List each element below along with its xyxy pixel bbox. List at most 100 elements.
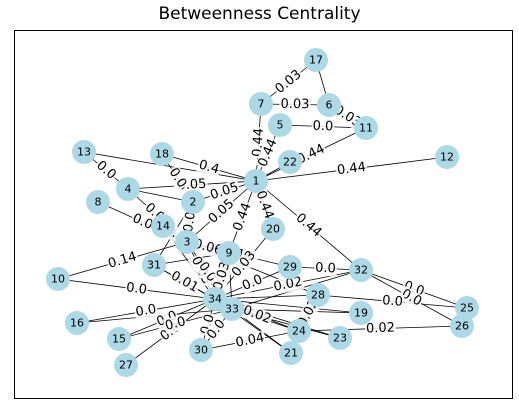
node-13[interactable]: 13 bbox=[72, 140, 96, 164]
node-circle-20[interactable] bbox=[261, 217, 285, 241]
node-label-31: 31 bbox=[147, 259, 161, 272]
node-circle-32[interactable] bbox=[349, 258, 373, 282]
node-circle-5[interactable] bbox=[268, 113, 292, 137]
edge-label-29-34: 0.0 bbox=[240, 272, 265, 294]
edge-label-1-12: 0.44 bbox=[336, 160, 367, 178]
node-6[interactable]: 6 bbox=[317, 93, 341, 117]
edge-label-bg-2-3 bbox=[180, 209, 200, 235]
edge-label-bg-33-30 bbox=[203, 315, 230, 344]
node-circle-16[interactable] bbox=[65, 311, 89, 335]
edge-label-bg-31-34 bbox=[167, 267, 202, 297]
edge-label-bg-32-34 bbox=[271, 274, 305, 295]
node-circle-7[interactable] bbox=[249, 92, 273, 116]
node-circle-30[interactable] bbox=[189, 338, 213, 362]
node-32[interactable]: 32 bbox=[349, 258, 373, 282]
edge-label-32-29: 0.0 bbox=[315, 261, 336, 277]
node-21[interactable]: 21 bbox=[279, 341, 303, 365]
node-circle-19[interactable] bbox=[349, 301, 373, 325]
node-25[interactable]: 25 bbox=[455, 296, 479, 320]
node-10[interactable]: 10 bbox=[46, 267, 70, 291]
node-circle-12[interactable] bbox=[435, 145, 459, 169]
node-circle-4[interactable] bbox=[116, 177, 140, 201]
node-label-2: 2 bbox=[190, 196, 197, 209]
node-circle-18[interactable] bbox=[150, 142, 174, 166]
node-30[interactable]: 30 bbox=[189, 338, 213, 362]
node-16[interactable]: 16 bbox=[65, 311, 89, 335]
node-11[interactable]: 11 bbox=[354, 116, 378, 140]
node-circle-24[interactable] bbox=[287, 319, 311, 343]
edge-label-bg-1-3 bbox=[204, 195, 239, 228]
node-label-1: 1 bbox=[253, 175, 260, 188]
node-label-13: 13 bbox=[77, 146, 91, 159]
node-circle-23[interactable] bbox=[328, 326, 352, 350]
node-label-21: 21 bbox=[284, 347, 298, 360]
node-31[interactable]: 31 bbox=[142, 253, 166, 277]
edge-label-16-34: 0.0 bbox=[135, 302, 158, 320]
node-circle-13[interactable] bbox=[72, 140, 96, 164]
node-9[interactable]: 9 bbox=[217, 241, 241, 265]
edge-label-group-32-34: 0.02 bbox=[271, 274, 305, 295]
edge-label-group-30-24: 0.04 bbox=[233, 330, 267, 351]
node-circle-29[interactable] bbox=[278, 255, 302, 279]
edge-label-bg-1-12 bbox=[335, 159, 368, 179]
edge-label-bg-1-9 bbox=[230, 199, 255, 235]
node-circle-2[interactable] bbox=[181, 190, 205, 214]
node-circle-22[interactable] bbox=[278, 150, 302, 174]
node-7[interactable]: 7 bbox=[249, 92, 273, 116]
node-22[interactable]: 22 bbox=[278, 150, 302, 174]
node-circle-15[interactable] bbox=[107, 327, 131, 351]
node-circle-3[interactable] bbox=[175, 230, 199, 254]
node-23[interactable]: 23 bbox=[328, 326, 352, 350]
node-34[interactable]: 34 bbox=[203, 287, 227, 311]
node-circle-8[interactable] bbox=[86, 190, 110, 214]
node-circle-14[interactable] bbox=[151, 214, 175, 238]
edge-label-bg-1-20 bbox=[252, 187, 277, 223]
node-28[interactable]: 28 bbox=[306, 283, 330, 307]
node-circle-25[interactable] bbox=[455, 296, 479, 320]
node-24[interactable]: 24 bbox=[287, 319, 311, 343]
node-8[interactable]: 8 bbox=[86, 190, 110, 214]
node-circle-6[interactable] bbox=[317, 93, 341, 117]
node-15[interactable]: 15 bbox=[107, 327, 131, 351]
node-4[interactable]: 4 bbox=[116, 177, 140, 201]
node-17[interactable]: 17 bbox=[304, 48, 328, 72]
node-circle-10[interactable] bbox=[46, 267, 70, 291]
node-29[interactable]: 29 bbox=[278, 255, 302, 279]
node-20[interactable]: 20 bbox=[261, 217, 285, 241]
edge-label-32-34: 0.02 bbox=[272, 274, 303, 294]
edge-label-3-9: 0.06 bbox=[192, 237, 224, 259]
edge-label-bg-5-11 bbox=[311, 118, 335, 135]
node-14[interactable]: 14 bbox=[151, 214, 175, 238]
node-label-12: 12 bbox=[440, 151, 454, 164]
node-label-4: 4 bbox=[125, 183, 132, 196]
node-circle-34[interactable] bbox=[203, 287, 227, 311]
node-circle-17[interactable] bbox=[304, 48, 328, 72]
node-19[interactable]: 19 bbox=[349, 301, 373, 325]
node-label-23: 23 bbox=[333, 332, 347, 345]
node-12[interactable]: 12 bbox=[435, 145, 459, 169]
node-circle-21[interactable] bbox=[279, 341, 303, 365]
node-18[interactable]: 18 bbox=[150, 142, 174, 166]
node-3[interactable]: 3 bbox=[175, 230, 199, 254]
node-circle-27[interactable] bbox=[114, 353, 138, 377]
node-circle-1[interactable] bbox=[244, 169, 268, 193]
node-circle-28[interactable] bbox=[306, 283, 330, 307]
node-1[interactable]: 1 bbox=[244, 169, 268, 193]
node-5[interactable]: 5 bbox=[268, 113, 292, 137]
edge-label-bg-24-26 bbox=[364, 320, 397, 337]
edge-label-bg-8-3 bbox=[129, 210, 156, 234]
node-label-10: 10 bbox=[51, 273, 65, 286]
node-label-32: 32 bbox=[354, 264, 368, 277]
node-label-19: 19 bbox=[354, 307, 368, 320]
node-label-7: 7 bbox=[258, 98, 265, 111]
node-27[interactable]: 27 bbox=[114, 353, 138, 377]
node-2[interactable]: 2 bbox=[181, 190, 205, 214]
node-label-20: 20 bbox=[266, 223, 280, 236]
node-circle-11[interactable] bbox=[354, 116, 378, 140]
edge-label-group-3-9: 0.06 bbox=[191, 236, 225, 259]
node-26[interactable]: 26 bbox=[450, 314, 474, 338]
node-label-28: 28 bbox=[311, 289, 325, 302]
node-circle-9[interactable] bbox=[217, 241, 241, 265]
node-circle-26[interactable] bbox=[450, 314, 474, 338]
node-circle-31[interactable] bbox=[142, 253, 166, 277]
